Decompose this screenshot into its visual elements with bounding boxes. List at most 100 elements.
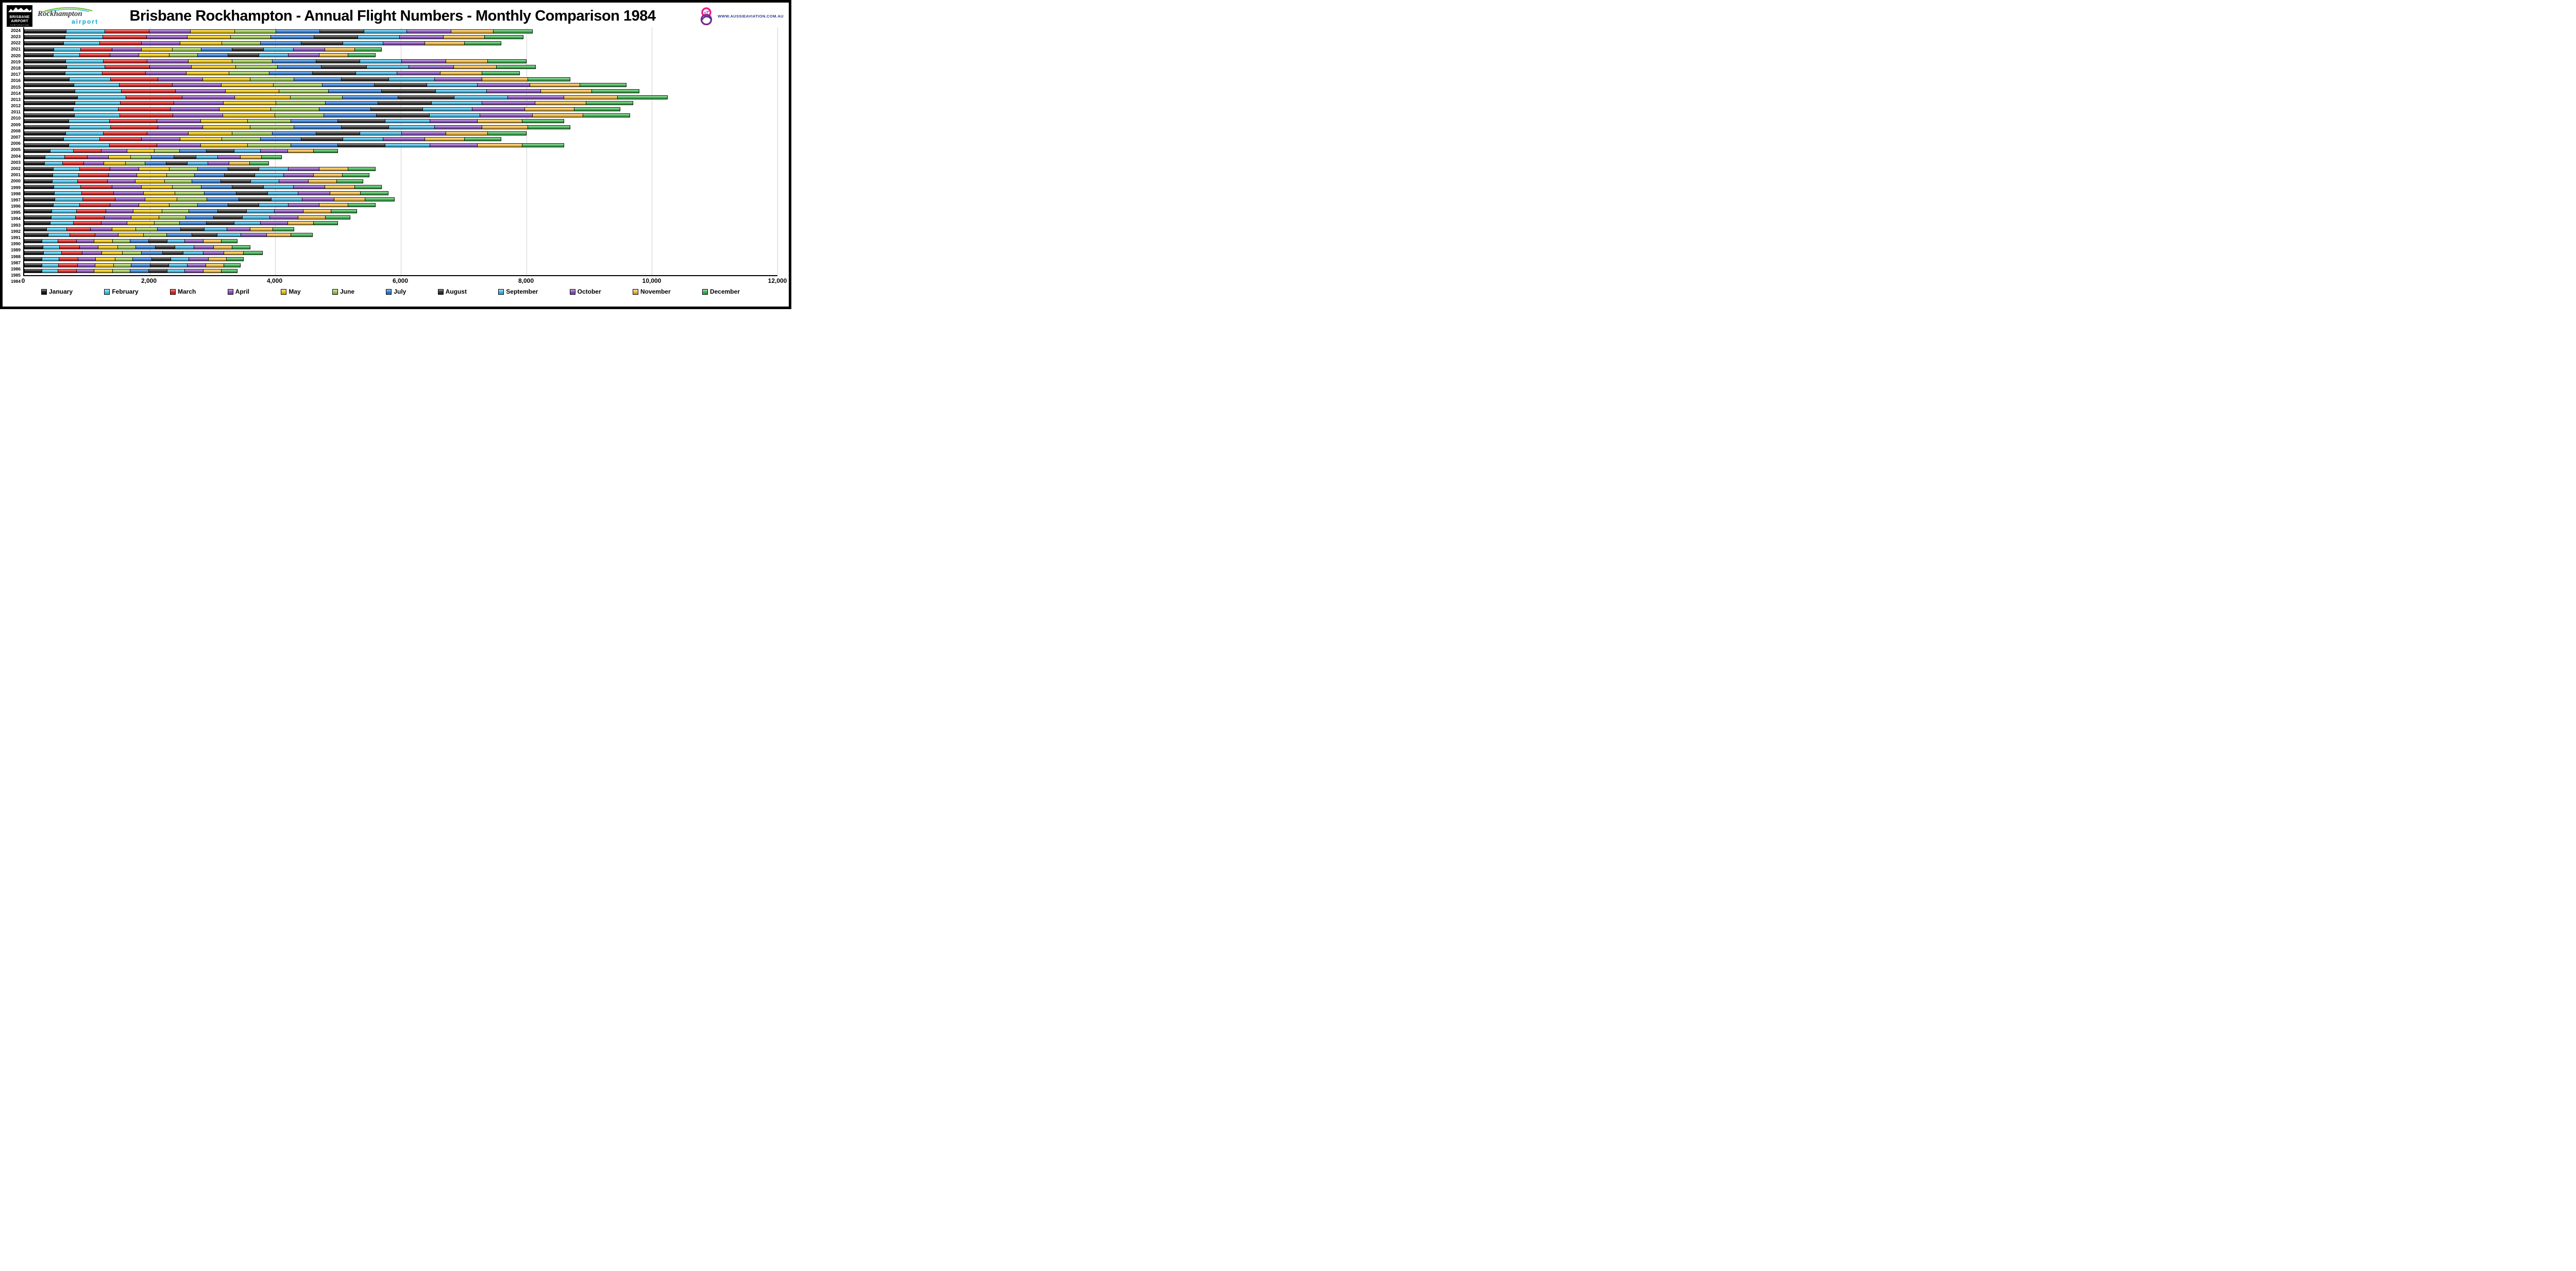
bar-segment-may	[141, 47, 173, 52]
bar-segment-may	[180, 41, 222, 45]
bar-segment-may	[189, 131, 232, 135]
bar-segment-november	[314, 173, 343, 178]
bar-segment-december	[348, 167, 376, 172]
bar-stack-1985	[24, 263, 777, 267]
y-axis-label-1984: 1984	[11, 279, 21, 284]
bar-stack-2018	[24, 65, 777, 70]
bar-segment-november	[453, 65, 497, 70]
bar-segment-february	[69, 119, 110, 124]
bar-segment-november	[213, 245, 233, 249]
chart-row-2010	[24, 113, 777, 117]
bar-segment-december	[522, 119, 564, 124]
bar-segment-april	[157, 119, 201, 124]
bar-segment-november	[298, 215, 326, 219]
chart-row-1986	[24, 257, 777, 261]
bar-segment-november	[440, 71, 482, 76]
chart-row-1991	[24, 227, 777, 231]
bar-segment-september	[255, 173, 284, 178]
bar-segment-october	[208, 161, 230, 165]
legend-label-november: November	[640, 288, 671, 295]
bar-segment-july	[260, 137, 302, 142]
bar-segment-june	[164, 179, 192, 183]
x-axis-label-2000: 2,000	[141, 277, 157, 284]
bar-segment-august	[217, 209, 247, 213]
bar-segment-january	[24, 173, 54, 178]
bar-segment-february	[55, 197, 83, 201]
bar-segment-june	[167, 173, 195, 178]
bar-segment-june	[247, 119, 292, 124]
bar-segment-december	[326, 215, 351, 219]
x-axis-label-6000: 6,000	[392, 277, 409, 284]
bar-stack-1984	[24, 269, 777, 274]
chart-row-2004	[24, 149, 777, 154]
bar-segment-june	[247, 143, 292, 147]
bar-segment-october	[409, 65, 454, 70]
bar-segment-february	[70, 77, 111, 81]
bar-segment-january	[24, 197, 55, 201]
bar-segment-december	[343, 173, 369, 178]
chart-row-1994	[24, 209, 777, 213]
rockhampton-airport-logo: Rockhampton airport	[38, 7, 98, 25]
bar-segment-january	[24, 107, 74, 111]
chart-row-2020	[24, 53, 777, 58]
bar-segment-september	[167, 239, 185, 244]
bar-segment-may	[187, 35, 231, 40]
bar-segment-october	[480, 113, 533, 117]
bar-segment-july	[151, 155, 174, 160]
bar-segment-september	[247, 209, 275, 213]
bar-segment-march	[120, 83, 173, 88]
bar-segment-november	[533, 113, 584, 117]
bar-segment-august	[148, 269, 167, 274]
bar-segment-september	[429, 113, 481, 117]
bar-stack-2022	[24, 41, 777, 45]
y-axis-label-1999: 1999	[11, 184, 21, 190]
bar-segment-january	[24, 95, 78, 99]
bar-segment-march	[99, 41, 142, 45]
bar-segment-august	[150, 263, 170, 267]
bar-segment-may	[191, 29, 235, 33]
bar-segment-august	[151, 257, 172, 261]
y-axis-label-2019: 2019	[11, 59, 21, 64]
bar-segment-september	[343, 137, 383, 142]
bar-stack-2008	[24, 125, 777, 129]
chart-row-2002	[24, 161, 777, 165]
legend-swatch-may	[281, 289, 287, 295]
bar-segment-march	[79, 203, 111, 208]
bar-segment-march	[76, 215, 105, 219]
chart-row-1999	[24, 179, 777, 183]
bar-segment-october	[383, 41, 425, 45]
bar-segment-march	[99, 137, 142, 142]
chart-row-2016	[24, 77, 777, 81]
bar-stack-2019	[24, 59, 777, 63]
bar-segment-september	[358, 35, 400, 40]
bar-segment-december	[354, 185, 382, 190]
bar-segment-november	[330, 191, 361, 195]
bar-segment-may	[137, 173, 167, 178]
bar-segment-january	[24, 83, 75, 88]
bar-segment-january	[24, 143, 70, 147]
bar-segment-december	[522, 143, 564, 147]
legend-swatch-april	[227, 289, 233, 295]
legend-item-december: December	[702, 288, 740, 295]
bar-segment-march	[104, 131, 148, 135]
bar-segment-december	[222, 269, 238, 274]
bar-segment-july	[185, 215, 214, 219]
bar-segment-july	[142, 251, 163, 256]
bar-segment-july	[130, 269, 149, 274]
bar-segment-february	[52, 209, 77, 213]
bar-segment-november	[425, 137, 465, 142]
bar-segment-december	[244, 251, 263, 256]
header-logos-left: BRISBANE AIRPORT CORPORATION Rockhampton…	[7, 5, 120, 27]
bar-segment-november	[250, 227, 274, 231]
bar-segment-january	[24, 227, 47, 231]
bar-segment-june	[229, 71, 270, 76]
bar-segment-november	[224, 251, 244, 256]
bar-segment-june	[123, 251, 142, 256]
bar-segment-september	[204, 227, 227, 231]
bar-segment-january	[24, 233, 48, 238]
bar-segment-december	[618, 95, 668, 99]
bar-segment-september	[169, 263, 188, 267]
bar-segment-june	[274, 83, 323, 88]
bar-segment-may	[127, 221, 155, 226]
bar-segment-october	[434, 77, 483, 81]
